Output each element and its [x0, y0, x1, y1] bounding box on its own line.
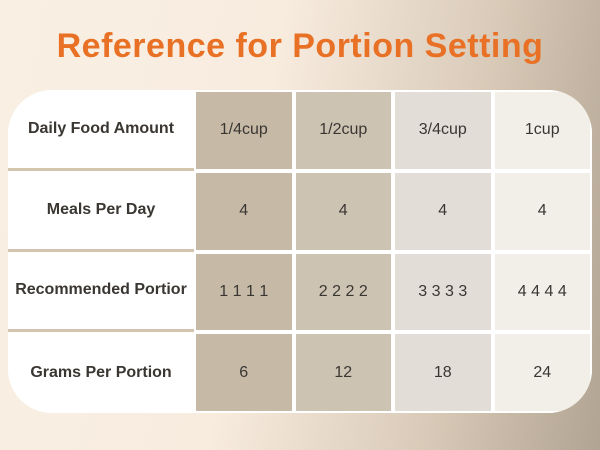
cell-daily-food-amount-half-cup: 1/2cup: [293, 90, 393, 171]
cell-daily-food-amount-one-cup: 1cup: [492, 90, 592, 171]
cell-meals-per-day-half-cup: 4: [293, 170, 393, 252]
row-label-grams-per-portion: Grams Per Portion: [8, 332, 194, 413]
row-label-recommended-portion: Recommended Portior: [8, 251, 194, 333]
cell-recommended-portion-half-cup: 2 2 2 2: [293, 251, 393, 333]
cell-grams-per-portion-three-quarter-cup: 18: [393, 332, 493, 413]
cell-meals-per-day-quarter-cup: 4: [194, 170, 294, 252]
cell-meals-per-day-one-cup: 4: [492, 170, 592, 252]
cell-recommended-portion-three-quarter-cup: 3 3 3 3: [393, 251, 493, 333]
cell-meals-per-day-three-quarter-cup: 4: [393, 170, 493, 252]
cell-daily-food-amount-three-quarter-cup: 3/4cup: [393, 90, 493, 171]
cell-recommended-portion-one-cup: 4 4 4 4: [492, 251, 592, 333]
cell-daily-food-amount-quarter-cup: 1/4cup: [194, 90, 294, 171]
cell-grams-per-portion-quarter-cup: 6: [194, 332, 294, 413]
page-title: Reference for Portion Setting: [56, 27, 544, 65]
cell-recommended-portion-quarter-cup: 1 1 1 1: [194, 251, 294, 333]
row-label-meals-per-day: Meals Per Day: [8, 170, 194, 252]
portion-reference-table: Daily Food Amount 1/4cup 1/2cup 3/4cup 1…: [8, 90, 592, 413]
row-label-daily-food-amount: Daily Food Amount: [8, 90, 194, 171]
cell-grams-per-portion-half-cup: 12: [293, 332, 393, 413]
cell-grams-per-portion-one-cup: 24: [492, 332, 592, 413]
